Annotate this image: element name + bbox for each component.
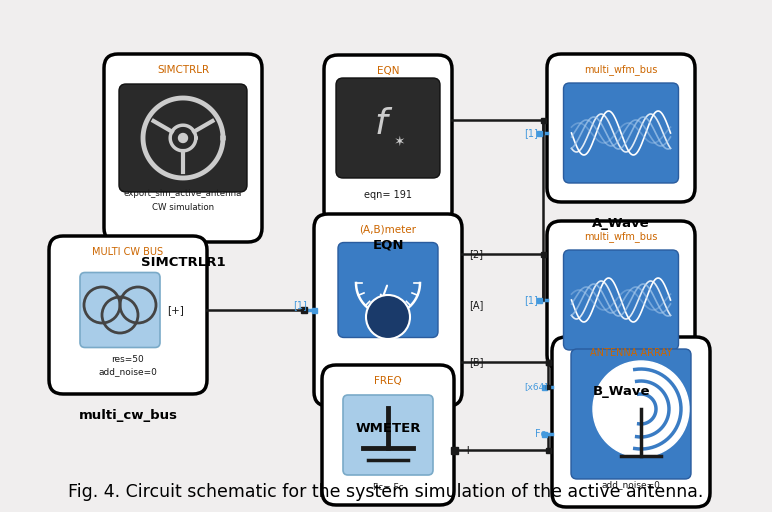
Circle shape: [366, 295, 410, 339]
Text: EQN: EQN: [377, 66, 399, 76]
Text: add_noise=0: add_noise=0: [601, 480, 660, 489]
FancyBboxPatch shape: [336, 78, 440, 178]
Text: res=50: res=50: [112, 355, 144, 365]
Text: [B]: [B]: [469, 357, 483, 367]
Bar: [546, 385, 550, 389]
Bar: [546, 359, 550, 365]
Text: [1]: [1]: [524, 128, 538, 138]
Text: [2]: [2]: [469, 249, 483, 259]
Bar: [541, 432, 547, 437]
FancyBboxPatch shape: [80, 272, 160, 348]
FancyBboxPatch shape: [564, 83, 679, 183]
Text: multi_wfm_bus: multi_wfm_bus: [584, 231, 658, 243]
Text: [1]: [1]: [293, 300, 307, 310]
Text: eqn= 191: eqn= 191: [364, 190, 412, 200]
Bar: [451, 446, 458, 454]
Text: CW simulation: CW simulation: [152, 203, 214, 211]
Text: [x64]: [x64]: [524, 382, 548, 392]
Text: add_noise=0: add_noise=0: [99, 368, 157, 376]
Text: +: +: [462, 443, 473, 457]
Text: (A,B)meter: (A,B)meter: [360, 225, 417, 235]
Bar: [540, 251, 546, 257]
FancyBboxPatch shape: [49, 236, 207, 394]
Text: SIMCTRLR: SIMCTRLR: [157, 65, 209, 75]
Text: ✶: ✶: [394, 135, 406, 149]
FancyBboxPatch shape: [324, 55, 452, 225]
Text: SIMCTRLR1: SIMCTRLR1: [141, 255, 225, 268]
Bar: [541, 385, 547, 390]
Text: Fc= Fc: Fc= Fc: [373, 482, 403, 492]
Text: multi_cw_bus: multi_cw_bus: [79, 410, 178, 422]
FancyBboxPatch shape: [322, 365, 454, 505]
FancyBboxPatch shape: [314, 214, 462, 406]
Text: A_Wave: A_Wave: [592, 218, 650, 230]
Text: [1]: [1]: [524, 295, 538, 305]
Bar: [540, 117, 546, 122]
FancyBboxPatch shape: [119, 84, 247, 192]
Text: Fig. 4. Circuit schematic for the system simulation of the active antenna.: Fig. 4. Circuit schematic for the system…: [68, 483, 704, 501]
Bar: [546, 359, 550, 365]
FancyBboxPatch shape: [571, 349, 691, 479]
Text: EQN: EQN: [372, 239, 404, 251]
FancyBboxPatch shape: [564, 250, 679, 350]
Text: $\it{f}$: $\it{f}$: [374, 107, 394, 141]
Text: multi_wfm_bus: multi_wfm_bus: [584, 65, 658, 75]
Text: ANTENNA ARRAY: ANTENNA ARRAY: [590, 348, 672, 358]
Text: MULTI CW BUS: MULTI CW BUS: [93, 247, 164, 257]
Text: FREQ: FREQ: [374, 376, 402, 386]
Text: [A]: [A]: [469, 300, 483, 310]
Bar: [301, 307, 307, 313]
FancyBboxPatch shape: [104, 54, 262, 242]
Bar: [311, 308, 317, 312]
FancyBboxPatch shape: [343, 395, 433, 475]
FancyBboxPatch shape: [547, 221, 695, 369]
Text: export_sim_active_antenna: export_sim_active_antenna: [124, 189, 242, 199]
Bar: [537, 131, 541, 136]
Text: WMETER: WMETER: [355, 421, 421, 435]
Circle shape: [593, 361, 689, 457]
Circle shape: [178, 134, 188, 142]
FancyBboxPatch shape: [547, 54, 695, 202]
Text: Fc: Fc: [534, 429, 546, 439]
Bar: [546, 447, 550, 453]
Text: [+]: [+]: [168, 305, 185, 315]
FancyBboxPatch shape: [338, 243, 438, 337]
FancyBboxPatch shape: [552, 337, 710, 507]
Bar: [537, 297, 541, 303]
Text: B_Wave: B_Wave: [592, 385, 650, 397]
